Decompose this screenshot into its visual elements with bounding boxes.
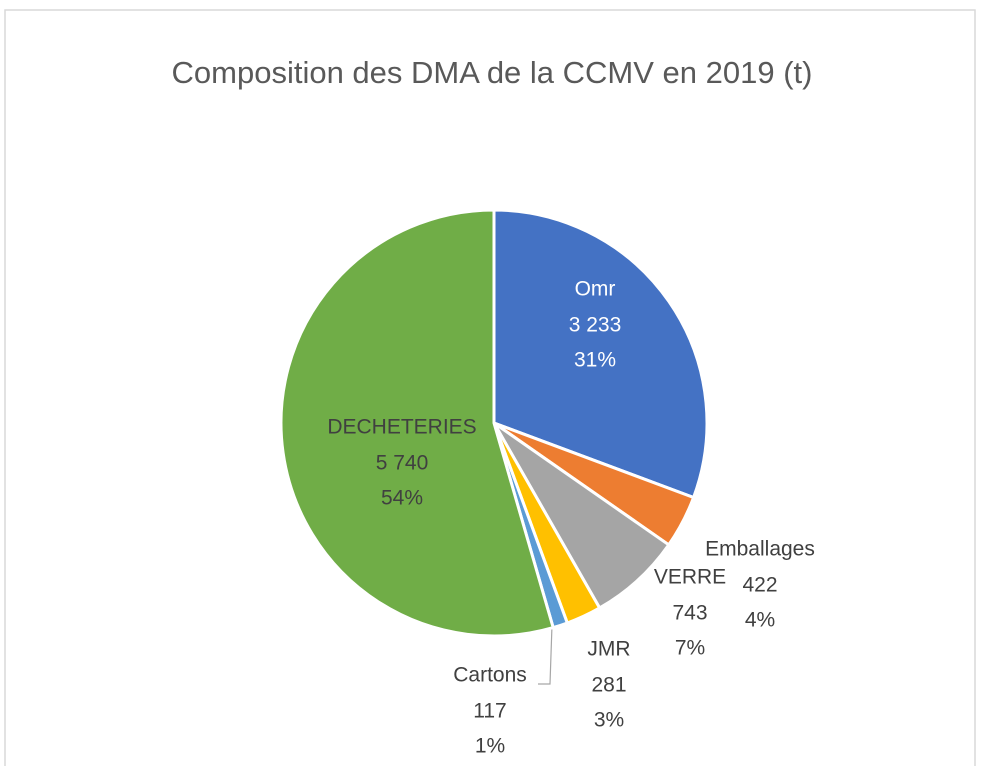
data-label-category: Omr <box>575 278 616 301</box>
data-label-category: Emballages <box>705 538 815 561</box>
data-label-percent: 31% <box>574 349 616 372</box>
data-label-value: 281 <box>591 674 626 697</box>
data-label-category: Cartons <box>453 664 527 687</box>
data-label-percent: 3% <box>594 709 624 732</box>
chart-title: Composition des DMA de la CCMV en 2019 (… <box>172 55 813 90</box>
data-label-value: 743 <box>672 602 707 625</box>
data-label-percent: 54% <box>381 487 423 510</box>
pie-slice <box>492 208 709 500</box>
data-label-percent: 4% <box>745 609 775 632</box>
data-label-category: VERRE <box>654 566 726 589</box>
data-label-percent: 7% <box>675 637 705 660</box>
data-label-value: 5 740 <box>376 452 429 475</box>
data-label-value: 117 <box>473 700 506 723</box>
data-label-value: 422 <box>742 574 777 597</box>
data-label-category: JMR <box>587 638 630 661</box>
data-label-value: 3 233 <box>569 314 622 337</box>
leader-line <box>538 624 553 685</box>
data-label-category: DECHETERIES <box>327 416 476 439</box>
data-label-percent: 1% <box>475 735 505 758</box>
pie-slice <box>279 208 556 638</box>
